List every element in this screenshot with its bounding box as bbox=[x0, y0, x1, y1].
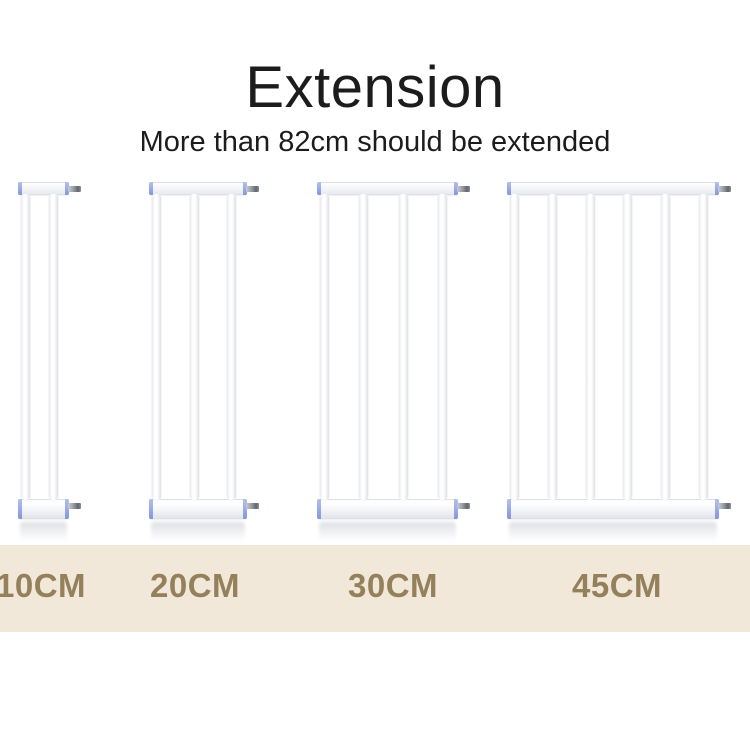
mounting-peg bbox=[457, 185, 470, 192]
rail-end-cap-right bbox=[65, 182, 69, 195]
rail-end-cap-right bbox=[65, 499, 69, 519]
gate-top-rail bbox=[317, 182, 470, 195]
gate-bottom-rail bbox=[317, 499, 470, 519]
gate-vertical-bar bbox=[661, 194, 671, 500]
mounting-peg bbox=[246, 185, 259, 192]
extension-gate-45cm bbox=[507, 182, 731, 541]
gate-bars bbox=[152, 194, 236, 500]
rail-end-cap-left bbox=[317, 182, 321, 195]
gate-top-rail bbox=[507, 182, 731, 195]
gate-bottom-rail bbox=[18, 499, 81, 519]
size-label-45cm: 45CM bbox=[571, 566, 663, 604]
rail-end-cap-left bbox=[149, 499, 153, 519]
gate-vertical-bar bbox=[152, 194, 161, 500]
rail-end-cap-left bbox=[507, 182, 511, 195]
rail-end-cap-left bbox=[317, 499, 321, 519]
page-subtitle: More than 82cm should be extended bbox=[139, 125, 611, 158]
rail-end-cap-right bbox=[715, 499, 719, 519]
gate-vertical-bar bbox=[510, 194, 519, 500]
rail-end-cap-right bbox=[715, 182, 719, 195]
size-label-20cm: 20CM bbox=[149, 566, 241, 604]
mounting-peg bbox=[457, 503, 470, 509]
page-title: Extension bbox=[245, 55, 505, 120]
gate-vertical-bar bbox=[398, 194, 408, 500]
gate-bottom-rail bbox=[149, 499, 259, 519]
gate-bars bbox=[510, 194, 708, 500]
gate-vertical-bar bbox=[698, 194, 708, 500]
gate-vertical-bar bbox=[437, 194, 447, 500]
gate-vertical-bar bbox=[21, 194, 30, 500]
extension-gate-30cm bbox=[317, 182, 470, 541]
floor-reflection bbox=[319, 522, 456, 541]
rail-end-cap-right bbox=[243, 182, 247, 195]
rail-end-cap-right bbox=[454, 499, 458, 519]
gate-vertical-bar bbox=[189, 194, 199, 500]
gate-bars bbox=[320, 194, 447, 500]
gate-vertical-bar bbox=[320, 194, 329, 500]
mounting-peg bbox=[68, 503, 81, 509]
extension-gate-20cm bbox=[149, 182, 259, 541]
size-label-30cm: 30CM bbox=[347, 566, 439, 604]
floor-reflection bbox=[20, 522, 67, 541]
rail-end-cap-left bbox=[149, 182, 153, 195]
gate-bottom-rail bbox=[507, 499, 731, 519]
gate-vertical-bar bbox=[227, 194, 236, 500]
size-label-10cm: 10CM bbox=[0, 566, 87, 604]
rail-end-cap-left bbox=[507, 499, 511, 519]
header: Extension More than 82cm should be exten… bbox=[0, 0, 750, 159]
gate-vertical-bar bbox=[585, 194, 595, 500]
rail-end-cap-left bbox=[18, 499, 22, 519]
size-label-band: 10CM 20CM 30CM 45CM bbox=[0, 545, 750, 632]
rail-end-cap-left bbox=[18, 182, 22, 195]
gate-top-rail bbox=[18, 182, 81, 195]
gate-bars bbox=[21, 194, 58, 500]
gate-vertical-bar bbox=[359, 194, 369, 500]
mounting-peg bbox=[718, 185, 731, 192]
rail-end-cap-right bbox=[454, 182, 458, 195]
gate-vertical-bar bbox=[49, 194, 58, 500]
mounting-peg bbox=[68, 185, 81, 192]
floor-reflection bbox=[151, 522, 245, 541]
extension-gate-10cm bbox=[18, 182, 81, 541]
rail-end-cap-right bbox=[243, 499, 247, 519]
mounting-peg bbox=[718, 503, 731, 509]
floor-reflection bbox=[509, 522, 717, 541]
gate-vertical-bar bbox=[623, 194, 633, 500]
gate-vertical-bar bbox=[547, 194, 557, 500]
mounting-peg bbox=[246, 503, 259, 509]
